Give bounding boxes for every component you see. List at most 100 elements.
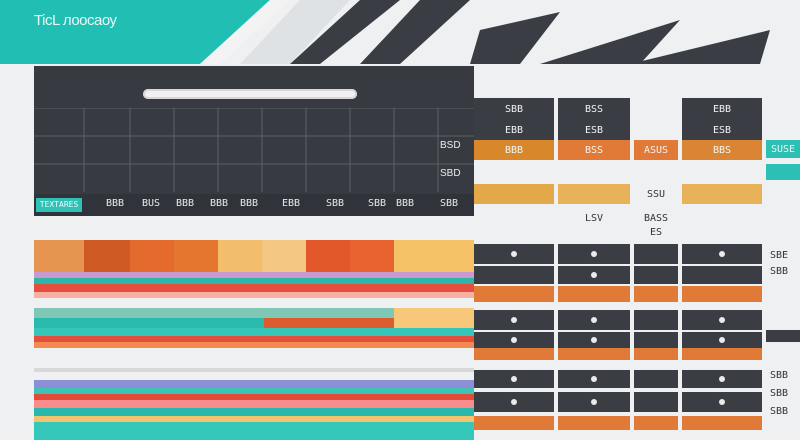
orange-strip bbox=[558, 348, 630, 360]
orange-cell-3[interactable]: BBS bbox=[682, 140, 762, 160]
header-cell[interactable]: SBB bbox=[326, 198, 345, 209]
right-teal-tag[interactable]: SUSE bbox=[766, 140, 800, 158]
orange-strip bbox=[474, 286, 554, 302]
dark-cell[interactable] bbox=[634, 310, 678, 330]
orange-cell-2[interactable]: ASUS bbox=[634, 140, 678, 160]
orange-strip bbox=[634, 416, 678, 430]
value-dot bbox=[591, 251, 597, 257]
table-header-tag[interactable]: TEXTARES bbox=[36, 198, 82, 212]
dark-cell[interactable] bbox=[634, 266, 678, 284]
banner-graphic bbox=[0, 0, 770, 64]
header-cell[interactable]: SBB bbox=[440, 198, 459, 209]
value-dot bbox=[719, 337, 725, 343]
orange-strip bbox=[634, 286, 678, 302]
value-dot bbox=[511, 317, 517, 323]
orange-strip bbox=[558, 286, 630, 302]
value-dot bbox=[511, 376, 517, 382]
value-dot bbox=[591, 317, 597, 323]
right-sub-cell-2[interactable]: ESB bbox=[682, 120, 762, 140]
orange-strip bbox=[682, 416, 762, 430]
dark-cell[interactable] bbox=[474, 370, 554, 388]
orange-cell-1[interactable]: BSS bbox=[558, 140, 630, 160]
scrollbar-thumb[interactable] bbox=[143, 89, 357, 99]
right-dark-strip bbox=[766, 330, 800, 342]
dark-cell[interactable] bbox=[558, 370, 630, 388]
table-header-row bbox=[34, 194, 474, 216]
side-label-0: BSD bbox=[440, 140, 461, 151]
dark-cell[interactable] bbox=[682, 332, 762, 348]
mid-label-3: ES bbox=[649, 226, 663, 238]
header-cell[interactable]: BBB bbox=[396, 198, 415, 209]
orange-strip bbox=[558, 416, 630, 430]
value-dot bbox=[511, 399, 517, 405]
value-dot bbox=[511, 251, 517, 257]
table-header-cells: BBB BUS BBB BBB BBB EBB SBB SBB BBB SBB bbox=[34, 196, 474, 214]
dark-cell[interactable] bbox=[682, 266, 762, 284]
orange-strip bbox=[634, 348, 678, 360]
value-dot bbox=[591, 337, 597, 343]
dark-cell[interactable] bbox=[558, 332, 630, 348]
value-dot bbox=[591, 272, 597, 278]
header-cell[interactable]: BBB bbox=[210, 198, 229, 209]
heatmap-graphic bbox=[34, 240, 474, 440]
orange-strip bbox=[474, 348, 554, 360]
right-header-cell-2[interactable]: EBB bbox=[682, 98, 762, 120]
value-dot bbox=[719, 399, 725, 405]
app-title: TiсL лоосаоу bbox=[34, 12, 117, 29]
header-cell[interactable]: EBB bbox=[282, 198, 301, 209]
right-header-cell-1[interactable]: BSS bbox=[558, 98, 630, 120]
orange-cell-0[interactable]: BBB bbox=[474, 140, 554, 160]
value-dot bbox=[511, 337, 517, 343]
right-header-cell-0[interactable]: SBB bbox=[474, 98, 554, 120]
heatmap-band bbox=[34, 240, 474, 440]
dark-cell[interactable] bbox=[682, 310, 762, 330]
amber-cell-0[interactable] bbox=[474, 184, 554, 204]
dark-cell[interactable] bbox=[474, 244, 554, 264]
dark-cell[interactable] bbox=[558, 244, 630, 264]
amber-cell-1[interactable] bbox=[558, 184, 630, 204]
dark-cell[interactable] bbox=[558, 266, 630, 284]
right-side-label: SBB bbox=[770, 266, 789, 277]
right-sub-cell-1[interactable]: ESB bbox=[558, 120, 630, 140]
value-dot bbox=[591, 376, 597, 382]
right-side-label: SBB bbox=[770, 388, 789, 399]
right-side-label: SBB bbox=[770, 370, 789, 381]
right-side-label: SBE bbox=[770, 250, 789, 261]
dark-cell[interactable] bbox=[474, 310, 554, 330]
header-cell[interactable]: BBB bbox=[106, 198, 125, 209]
dark-cell[interactable] bbox=[558, 392, 630, 412]
dark-cell[interactable] bbox=[682, 370, 762, 388]
value-dot bbox=[719, 376, 725, 382]
mid-label-1: LSV bbox=[584, 212, 604, 224]
right-panel: SBB BSS EBB EBB ESB ESB BBB BSS ASUS BBS… bbox=[474, 98, 800, 440]
dark-cell[interactable] bbox=[682, 244, 762, 264]
value-dot bbox=[719, 317, 725, 323]
right-teal-small bbox=[766, 164, 800, 180]
header-cell[interactable]: SBB bbox=[368, 198, 387, 209]
dark-cell[interactable] bbox=[634, 332, 678, 348]
mid-label-2: BASS bbox=[643, 212, 669, 224]
value-dot bbox=[719, 251, 725, 257]
orange-strip bbox=[474, 416, 554, 430]
dark-cell[interactable] bbox=[634, 244, 678, 264]
dark-cell[interactable] bbox=[634, 370, 678, 388]
orange-strip bbox=[682, 348, 762, 360]
header-cell[interactable]: BUS bbox=[142, 198, 161, 209]
dark-cell[interactable] bbox=[474, 392, 554, 412]
dark-cell[interactable] bbox=[682, 392, 762, 412]
header-cell[interactable]: BBB bbox=[240, 198, 259, 209]
orange-strip bbox=[682, 286, 762, 302]
value-dot bbox=[591, 399, 597, 405]
header-cell[interactable]: BBB bbox=[176, 198, 195, 209]
dark-cell[interactable] bbox=[474, 332, 554, 348]
amber-cell-3[interactable] bbox=[682, 184, 762, 204]
side-label-1: SBD bbox=[440, 168, 461, 179]
grid-lines bbox=[34, 108, 474, 192]
top-banner bbox=[0, 0, 800, 64]
right-sub-cell-0[interactable]: EBB bbox=[474, 120, 554, 140]
mid-label-0: SSU bbox=[646, 188, 666, 200]
dark-cell[interactable] bbox=[474, 266, 554, 284]
dark-cell[interactable] bbox=[558, 310, 630, 330]
right-side-label: SBB bbox=[770, 406, 789, 417]
dark-cell[interactable] bbox=[634, 392, 678, 412]
